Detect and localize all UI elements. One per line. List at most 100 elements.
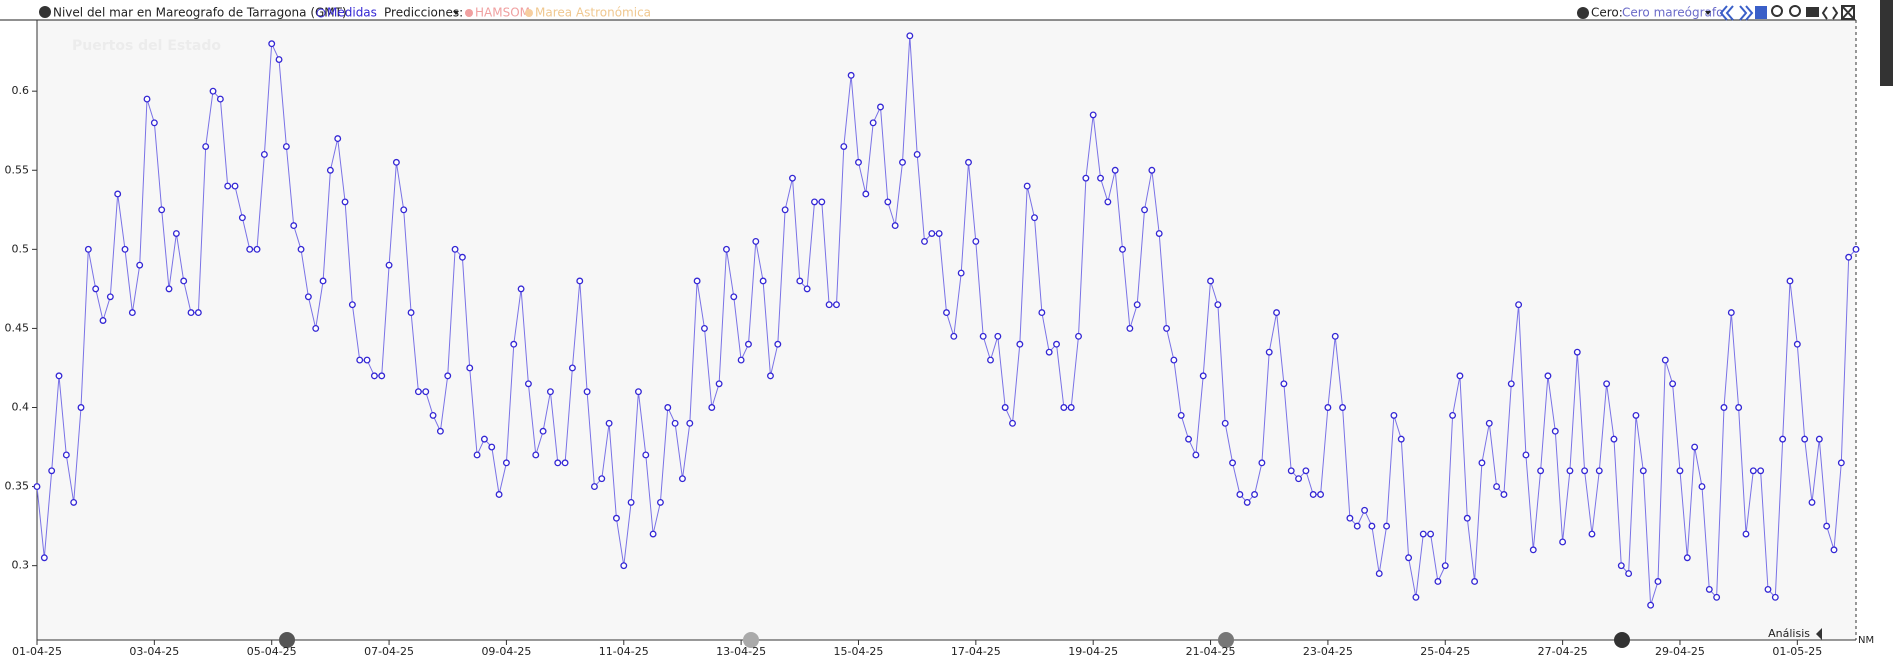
dropdown-arrow[interactable] [453, 11, 459, 15]
predictions-label[interactable]: Predicciones: [384, 6, 463, 20]
print-button[interactable] [1806, 7, 1819, 17]
data-point [1229, 459, 1237, 467]
data-point [745, 340, 752, 348]
data-point [1104, 198, 1112, 206]
calendar-button[interactable] [1755, 6, 1767, 19]
data-point [1493, 483, 1501, 491]
data-point [378, 372, 386, 380]
data-point [326, 166, 334, 174]
data-point [811, 198, 818, 206]
y-tick-label: 0.6 [12, 84, 30, 97]
data-point [84, 245, 92, 253]
info-icon[interactable] [39, 6, 51, 18]
x-tick-label: 21-04-25 [1186, 645, 1236, 658]
dropdown-arrow[interactable] [1705, 11, 1711, 15]
data-point [1713, 593, 1721, 601]
data-point [1126, 324, 1134, 332]
data-point [1852, 245, 1860, 253]
data-point [1639, 467, 1647, 475]
data-point [1412, 593, 1420, 601]
legend-label[interactable]: Medidas [327, 6, 377, 20]
data-point [723, 245, 730, 253]
analysis-toggle[interactable] [1816, 628, 1822, 640]
data-point [1170, 356, 1178, 364]
data-point [1610, 435, 1618, 443]
data-point [158, 206, 166, 214]
mode-label[interactable]: NM [1858, 635, 1874, 646]
astro-marker[interactable] [525, 9, 533, 17]
data-point [781, 206, 789, 214]
y-tick-label: 0.55 [5, 163, 30, 176]
data-point [356, 356, 364, 364]
data-point [664, 404, 672, 411]
x-tick-label: 15-04-25 [834, 645, 884, 658]
data-point [1749, 467, 1757, 475]
data-point [55, 372, 63, 380]
data-point [510, 340, 518, 348]
y-tick-label: 0.5 [12, 242, 30, 255]
data-point [1727, 309, 1735, 317]
data-point [906, 32, 914, 40]
data-point [679, 475, 686, 483]
data-point [759, 277, 767, 285]
data-point [187, 309, 195, 317]
data-point [708, 404, 716, 411]
zoom-in-button[interactable] [1771, 5, 1783, 17]
data-point [1067, 404, 1075, 411]
embed-button[interactable] [1821, 6, 1839, 20]
hamsom-label[interactable]: HAMSOM [475, 6, 530, 20]
data-point [1089, 111, 1097, 119]
data-point [62, 451, 70, 459]
data-point [385, 261, 393, 269]
data-point [370, 372, 378, 380]
data-point [1786, 277, 1794, 285]
zoom-out-button[interactable] [1789, 5, 1801, 17]
data-point [1603, 380, 1611, 388]
zero-label: Cero: [1591, 6, 1623, 20]
data-point [392, 158, 400, 166]
help-icon[interactable] [1577, 7, 1589, 19]
data-point [568, 364, 576, 372]
data-point [686, 419, 694, 427]
astro-label[interactable]: Marea Astronómica [535, 6, 651, 20]
data-point [1177, 411, 1185, 419]
data-point [253, 245, 261, 253]
data-point [825, 301, 833, 309]
next-button[interactable] [1739, 5, 1754, 21]
data-point [1346, 514, 1354, 522]
data-point [1009, 419, 1016, 427]
data-point [429, 411, 437, 419]
data-point [1537, 467, 1545, 475]
data-point [994, 332, 1002, 340]
data-point [1375, 570, 1383, 578]
data-point [1507, 380, 1515, 388]
data-point [1339, 404, 1347, 411]
x-tick-label: 11-04-25 [599, 645, 649, 658]
data-point [928, 230, 936, 237]
data-point [532, 451, 540, 459]
data-point [348, 301, 356, 309]
data-point [913, 150, 921, 158]
data-point [627, 498, 635, 506]
data-point [77, 404, 85, 411]
x-tick-label: 07-04-25 [364, 645, 414, 658]
hamsom-marker[interactable] [465, 9, 473, 17]
data-point [1207, 277, 1214, 285]
analysis-label[interactable]: Análisis [1768, 627, 1810, 640]
data-point [818, 198, 826, 206]
data-point [1845, 253, 1853, 261]
prev-button[interactable] [1719, 5, 1734, 21]
fullscreen-button[interactable] [1841, 5, 1855, 20]
data-point [1632, 411, 1640, 419]
data-point [884, 198, 892, 206]
data-point [1742, 530, 1750, 538]
data-point [246, 245, 254, 253]
zero-value[interactable]: Cero mareógrafo [1622, 6, 1724, 20]
data-point [150, 119, 158, 127]
x-tick-label: 13-04-25 [716, 645, 766, 658]
data-point [473, 451, 481, 459]
data-point [1331, 332, 1339, 340]
data-point [1500, 491, 1508, 498]
legend-marker[interactable] [316, 8, 326, 18]
data-point [1317, 491, 1325, 498]
